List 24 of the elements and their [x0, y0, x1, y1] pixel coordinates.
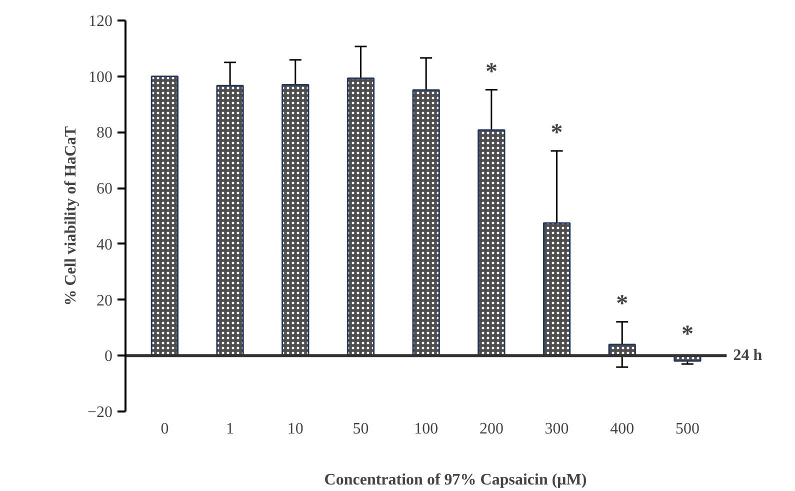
y-tick-label: 120 [88, 13, 112, 30]
y-tick-label: 80 [96, 124, 112, 142]
y-tick-label: 20 [96, 292, 112, 310]
x-tick-label: 100 [414, 420, 438, 438]
x-tick-label: 10 [287, 420, 304, 438]
x-tick-label: 300 [544, 420, 569, 438]
x-tick-label: 400 [610, 420, 634, 438]
x-tick-label: 1 [226, 420, 234, 438]
text: 24 h [733, 347, 762, 364]
annotation: * [681, 322, 694, 348]
y-tick-label: 60 [96, 180, 112, 198]
y-tick-label: −20 [87, 404, 113, 421]
y-tick-label: 100 [88, 68, 112, 86]
y-tick-label: 0 [104, 348, 112, 366]
x-tick-label: 500 [675, 420, 700, 438]
x-tick-label: 50 [352, 420, 369, 438]
x-tick-label: 200 [479, 420, 504, 438]
x-axis-title: Concentration of 97% Capsaicin (μM) [324, 472, 587, 488]
annotation: * [550, 120, 563, 146]
annotation: * [616, 290, 628, 317]
y-axis-title: % Cell viability of HaCaT [62, 126, 80, 306]
x-tick-label: 0 [160, 420, 169, 438]
y-tick-label: 40 [96, 236, 112, 254]
annotation: * [485, 58, 498, 85]
